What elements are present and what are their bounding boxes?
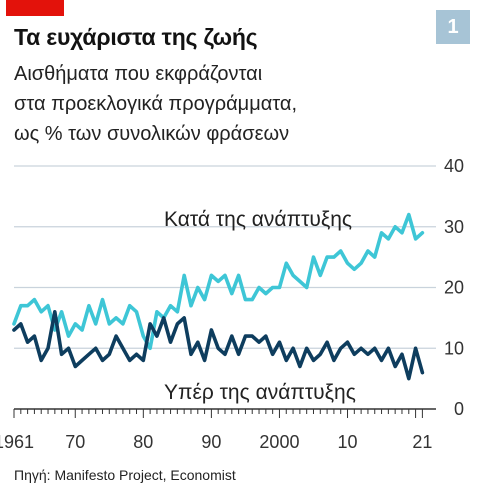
x-tick-label: 90: [201, 432, 221, 452]
series-lines: [12, 212, 425, 381]
x-tick-label: 10: [338, 432, 358, 452]
pro-growth-line: [12, 310, 425, 381]
y-tick-label: 0: [454, 399, 464, 419]
x-tick-label: 70: [65, 432, 85, 452]
subtitle-line: στα προεκλογικά προγράμματα,: [14, 93, 298, 115]
x-tick-label: 21: [412, 432, 432, 452]
y-tick-label: 20: [444, 278, 464, 298]
x-tick-label: 2000: [259, 432, 299, 452]
chart-number-badge: 1: [436, 10, 470, 44]
x-tick-label: 80: [133, 432, 153, 452]
anti-growth-line: [12, 212, 425, 351]
gridlines: [14, 165, 436, 349]
y-tick-label: 10: [444, 338, 464, 358]
y-tick-label: 30: [444, 217, 464, 237]
chart-subtitle: Αισθήματα που εκφράζονται στα προεκλογικ…: [14, 59, 297, 149]
series-label-pro-growth: Υπέρ της ανάπτυξης: [164, 381, 356, 404]
series-label-anti-growth: Κατά της ανάπτυξης: [164, 208, 352, 231]
x-tick-label: 1961: [0, 432, 34, 452]
economist-red-tag: [6, 0, 64, 16]
subtitle-line: Αισθήματα που εκφράζονται: [14, 63, 263, 85]
chart-title: Τα ευχάριστα της ζωής: [14, 24, 258, 50]
source-note: Πηγή: Manifesto Project, Economist: [14, 467, 236, 483]
subtitle-line: ως % των συνολικών φράσεων: [14, 123, 290, 145]
y-tick-label: 40: [444, 156, 464, 176]
y-axis-ticks: 0 10 20 30 40: [444, 156, 464, 419]
x-axis: 1961 70 80 90 2000 10 21: [0, 408, 436, 452]
